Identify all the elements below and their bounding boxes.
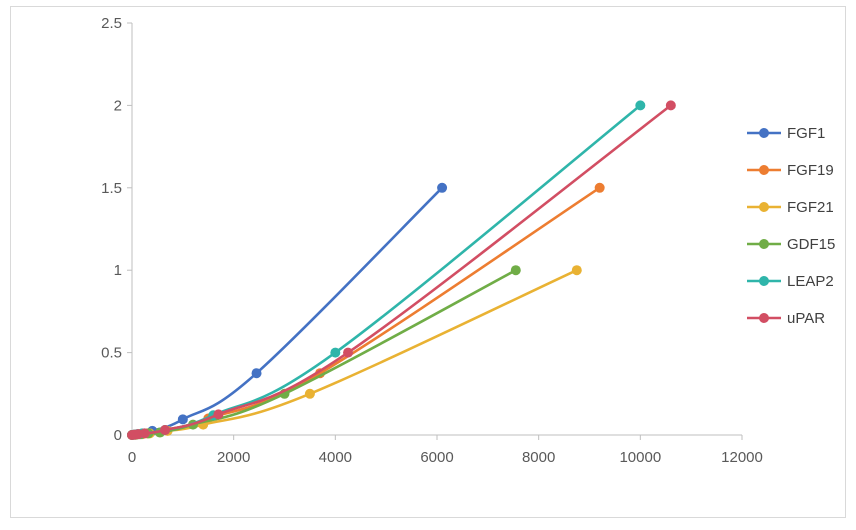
legend-swatch-marker	[759, 239, 769, 249]
legend-label: GDF15	[787, 236, 835, 253]
y-tick-label: 2	[114, 97, 122, 114]
legend-item-fgf1: FGF1	[747, 125, 825, 142]
legend: FGF1 FGF19 FGF21 GDF15 LEAP2 uPAR	[747, 125, 835, 327]
series-leap2	[127, 100, 646, 440]
legend-item-fgf21: FGF21	[747, 199, 834, 216]
x-tick-label: 12000	[721, 449, 763, 466]
data-point-upar	[160, 425, 171, 436]
data-point-leap2	[635, 100, 646, 111]
legend-item-gdf15: GDF15	[747, 236, 835, 253]
data-point-gdf15	[510, 265, 521, 276]
data-point-upar	[665, 100, 676, 111]
legend-swatch-marker	[759, 128, 769, 138]
legend-label: FGF19	[787, 162, 834, 179]
line-chart: 0 0.5 1 1.5 2 2.5 0 2000 4000 6000 8000 10000 12000…	[101, 15, 835, 466]
series-gdf15	[127, 265, 521, 440]
series-line-leap2	[130, 104, 642, 437]
x-tick-label: 6000	[420, 449, 453, 466]
series-fgf1	[127, 182, 448, 440]
legend-label: FGF1	[787, 125, 825, 142]
x-tick-label: 8000	[522, 449, 555, 466]
chart-frame: 0 0.5 1 1.5 2 2.5 0 2000 4000 6000 8000 10000 12000…	[10, 6, 846, 518]
data-point-upar	[139, 428, 150, 439]
data-point-fgf1	[437, 182, 448, 193]
data-point-fgf21	[571, 265, 582, 276]
y-axis-ticks: 0 0.5 1 1.5 2 2.5	[101, 15, 132, 444]
data-point-leap2	[330, 347, 341, 358]
legend-swatch-marker	[759, 202, 769, 212]
legend-label: uPAR	[787, 310, 825, 327]
series-line-fgf19	[130, 186, 601, 437]
legend-label: FGF21	[787, 199, 834, 216]
y-tick-label: 1.5	[101, 180, 122, 197]
data-point-fgf21	[304, 388, 315, 399]
axes	[131, 23, 742, 436]
y-tick-label: 1	[114, 262, 122, 279]
legend-item-upar: uPAR	[747, 310, 825, 327]
y-tick-label: 0	[114, 427, 122, 444]
y-tick-label: 0.5	[101, 345, 122, 362]
legend-swatch-marker	[759, 165, 769, 175]
x-axis-ticks: 0 2000 4000 6000 8000 10000 12000	[128, 435, 763, 466]
data-point-fgf1	[177, 414, 188, 425]
x-tick-label: 10000	[619, 449, 661, 466]
series-line-upar	[130, 104, 673, 437]
x-tick-label: 2000	[217, 449, 250, 466]
data-point-fgf19	[594, 182, 605, 193]
data-point-fgf1	[251, 368, 262, 379]
x-tick-label: 4000	[319, 449, 352, 466]
legend-swatch-marker	[759, 276, 769, 286]
data-point-upar	[343, 347, 354, 358]
x-tick-label: 0	[128, 449, 136, 466]
series-upar	[127, 100, 676, 440]
data-point-upar	[213, 409, 224, 420]
series-fgf19	[127, 182, 605, 440]
legend-swatch-marker	[759, 313, 769, 323]
legend-item-fgf19: FGF19	[747, 162, 834, 179]
series-group	[127, 100, 676, 440]
legend-item-leap2: LEAP2	[747, 273, 834, 290]
y-tick-label: 2.5	[101, 15, 122, 32]
legend-label: LEAP2	[787, 273, 834, 290]
series-line-gdf15	[130, 268, 518, 437]
